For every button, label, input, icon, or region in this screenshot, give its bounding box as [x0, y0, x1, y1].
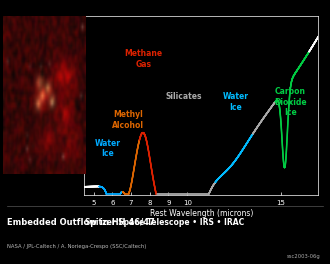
Text: Spitzer Space Telescope • IRS • IRAC: Spitzer Space Telescope • IRS • IRAC [85, 218, 245, 227]
Text: Water
Ice: Water Ice [95, 139, 120, 158]
Text: NASA / JPL-Caltech / A. Noriega-Crespo (SSC/Caltech): NASA / JPL-Caltech / A. Noriega-Crespo (… [7, 244, 146, 249]
Text: ssc2003-06g: ssc2003-06g [286, 254, 320, 259]
X-axis label: Rest Wavelength (microns): Rest Wavelength (microns) [149, 209, 253, 218]
Text: Silicates: Silicates [165, 92, 202, 101]
Text: Methane
Gas: Methane Gas [124, 49, 162, 69]
Text: Embedded Outflow in HH 46/47: Embedded Outflow in HH 46/47 [7, 218, 154, 227]
Text: Carbon
Dioxide
Ice: Carbon Dioxide Ice [274, 87, 307, 117]
Text: Methyl
Alcohol: Methyl Alcohol [112, 110, 144, 130]
Text: Water
Ice: Water Ice [223, 92, 249, 112]
Y-axis label: Brightness: Brightness [72, 85, 82, 126]
